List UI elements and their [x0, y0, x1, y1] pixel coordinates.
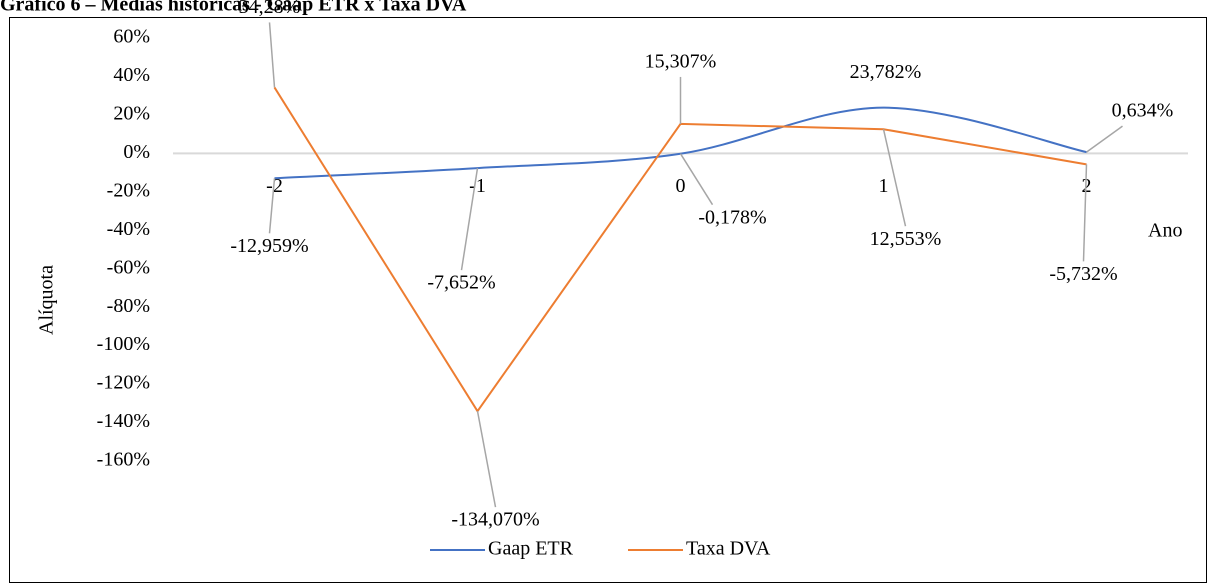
x-axis-title: Ano [1148, 220, 1182, 242]
data-label: -7,652% [427, 272, 495, 294]
x-tick-label: -1 [469, 175, 486, 197]
leader-line [1086, 125, 1123, 153]
x-tick-label: 0 [676, 175, 686, 197]
leader-line [268, 22, 276, 88]
y-axis-title: Alíquota [36, 265, 58, 335]
y-tick-label: -40% [107, 218, 150, 240]
x-tick-label: 1 [879, 175, 889, 197]
data-label: -12,959% [230, 235, 308, 257]
leader-line [460, 167, 479, 271]
y-tick-label: 40% [113, 64, 150, 86]
data-label: 15,307% [645, 51, 717, 73]
data-label: 23,782% [850, 61, 922, 83]
y-tick-label: 20% [113, 103, 150, 125]
y-tick-label: -20% [107, 179, 150, 201]
y-tick-label: -160% [97, 449, 150, 471]
chart-title: Gráfico 6 – Médias históricas - Gaap ETR… [0, 0, 467, 16]
leader-line [1082, 164, 1088, 262]
data-label: 12,553% [870, 228, 942, 250]
leader-line [679, 153, 714, 206]
y-tick-label: 60% [113, 26, 150, 48]
data-label: -5,732% [1049, 263, 1117, 285]
y-tick-label: 0% [123, 141, 150, 163]
leader-line [476, 411, 497, 508]
legend-label: Gaap ETR [488, 538, 574, 560]
y-tick-label: -120% [97, 372, 150, 394]
data-label: -134,070% [451, 509, 539, 531]
leader-line [882, 129, 907, 227]
y-tick-label: -100% [97, 333, 150, 355]
legend-label: Taxa DVA [686, 538, 771, 560]
y-tick-label: -140% [97, 410, 150, 432]
data-label: 0,634% [1112, 100, 1174, 122]
data-label: -0,178% [698, 206, 766, 228]
data-label: 34,28% [239, 0, 301, 18]
y-tick-label: -60% [107, 256, 150, 278]
y-tick-label: -80% [107, 295, 150, 317]
leader-line [268, 178, 276, 234]
chart-frame [9, 17, 1207, 583]
